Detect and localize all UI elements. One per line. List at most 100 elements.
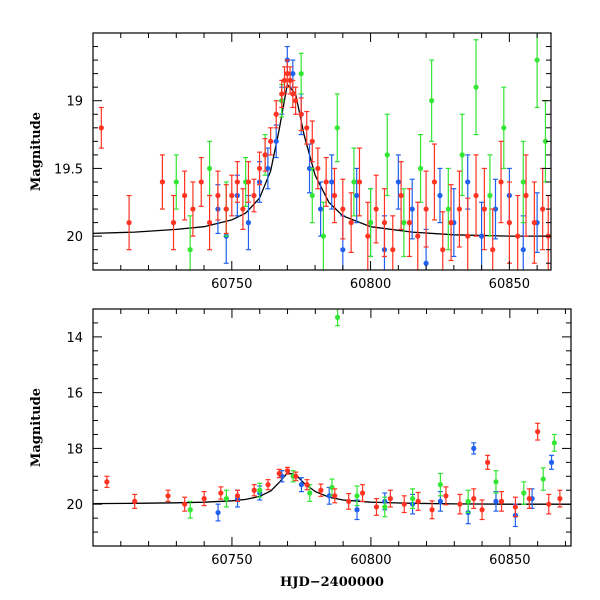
y-tick-label: 16	[66, 387, 83, 402]
data-point	[498, 491, 505, 512]
x-tick-label: 60750	[211, 553, 252, 568]
y-axis-label: Magnitude	[29, 388, 44, 467]
data-point	[187, 215, 193, 270]
data-point	[223, 184, 229, 235]
data-point	[546, 493, 552, 515]
data-point	[515, 194, 521, 270]
data-point	[182, 496, 188, 512]
data-point	[132, 493, 138, 509]
x-axis-label: HJD−2400000	[280, 575, 384, 590]
data-point	[406, 188, 413, 258]
data-point	[409, 488, 416, 509]
data-point	[417, 133, 424, 203]
data-point	[307, 484, 313, 502]
y-tick-label: 14	[66, 331, 83, 346]
data-point	[306, 143, 313, 194]
data-point	[173, 154, 179, 210]
data-point	[401, 188, 407, 258]
x-axis: 60750 60800 60850	[92, 33, 538, 292]
data-point	[268, 127, 274, 156]
data-point	[198, 156, 204, 207]
data-point	[251, 178, 257, 213]
series-1	[187, 309, 557, 519]
data-point	[384, 113, 390, 197]
data-point	[540, 167, 546, 251]
data-point	[293, 86, 299, 115]
x-axis: 60750 60800 60850	[92, 309, 566, 568]
data-point	[459, 113, 465, 197]
data-point	[437, 167, 443, 224]
data-point	[298, 97, 304, 132]
data-point	[340, 178, 346, 240]
data-point	[551, 433, 557, 452]
data-point	[520, 140, 526, 224]
data-point	[298, 477, 305, 493]
data-point	[354, 485, 360, 507]
y-tick-label: 19	[66, 95, 83, 110]
data-point	[512, 496, 519, 518]
data-point	[381, 188, 388, 258]
data-point	[223, 489, 229, 508]
data-point	[354, 167, 360, 224]
data-point	[521, 481, 527, 505]
plot-frame	[92, 308, 572, 547]
plot-area	[93, 309, 571, 528]
data-point	[279, 79, 285, 109]
data-point	[398, 161, 404, 230]
data-point	[457, 493, 463, 515]
data-point	[320, 201, 326, 270]
data-point	[331, 167, 338, 224]
data-point	[490, 208, 496, 270]
y-tick-label: 20	[66, 498, 83, 513]
data-point	[456, 170, 462, 248]
data-point	[159, 154, 165, 210]
data-point	[351, 147, 357, 217]
data-point	[309, 167, 315, 224]
data-point	[240, 188, 246, 230]
y-tick-label: 19.5	[54, 162, 83, 177]
top-panel: 60750 60800 60850 19 19.5 20 Magnitude	[29, 32, 552, 292]
data-point	[256, 151, 263, 186]
data-point	[373, 174, 379, 244]
bottom-panel: 60750 60800 60850 14 16 18 20 Magnitude HJD−2400…	[29, 308, 572, 590]
data-point	[390, 215, 396, 270]
data-point	[215, 170, 221, 221]
data-point	[287, 66, 293, 95]
data-point	[373, 498, 380, 516]
data-point	[437, 472, 443, 497]
data-point	[273, 124, 279, 159]
x-tick-label: 60850	[489, 277, 530, 292]
data-point	[485, 454, 491, 470]
x-tick-label: 60800	[350, 277, 391, 292]
data-point	[334, 93, 340, 163]
data-point	[429, 59, 435, 142]
data-point	[218, 486, 224, 500]
data-point	[182, 170, 188, 221]
data-point	[273, 100, 279, 129]
data-point	[445, 167, 451, 251]
data-point	[465, 197, 471, 270]
data-point	[334, 309, 341, 327]
y-axis: 14 16 18 20	[66, 308, 571, 547]
data-point	[245, 194, 252, 251]
data-point	[309, 120, 315, 163]
x-tick-label: 60850	[489, 553, 530, 568]
plot-frame	[92, 32, 552, 271]
data-point	[201, 491, 207, 507]
data-point	[234, 161, 240, 203]
data-point	[290, 79, 296, 109]
data-point	[276, 468, 282, 479]
model-curve	[93, 83, 551, 237]
data-point	[481, 167, 487, 251]
data-point	[257, 482, 263, 498]
data-point	[387, 489, 393, 508]
data-point	[465, 489, 471, 514]
x-tick-label: 60750	[211, 277, 252, 292]
data-point	[229, 174, 235, 217]
data-point	[471, 488, 477, 509]
data-point	[298, 52, 304, 95]
y-axis: 19 19.5 20	[54, 32, 551, 264]
series-2	[98, 59, 551, 270]
series-2	[104, 422, 563, 521]
data-point	[318, 181, 324, 237]
